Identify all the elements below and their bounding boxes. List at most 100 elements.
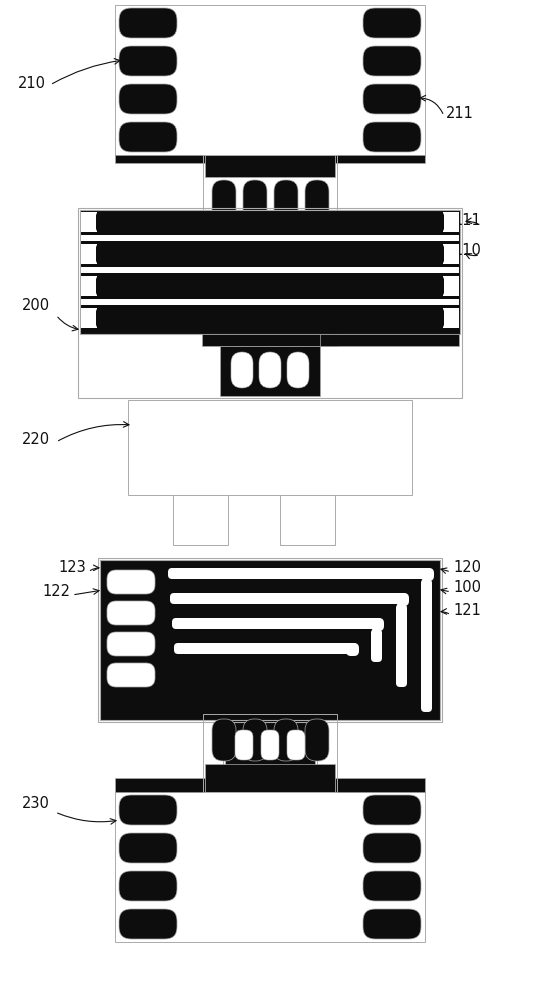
FancyBboxPatch shape bbox=[396, 593, 409, 606]
Text: 121: 121 bbox=[453, 603, 481, 618]
FancyBboxPatch shape bbox=[119, 84, 177, 114]
Bar bbox=[81, 308, 97, 328]
FancyBboxPatch shape bbox=[107, 632, 155, 656]
Bar bbox=[173, 495, 228, 545]
Bar bbox=[443, 276, 459, 296]
FancyBboxPatch shape bbox=[363, 46, 421, 76]
FancyBboxPatch shape bbox=[287, 730, 305, 760]
Bar bbox=[128, 400, 412, 495]
FancyBboxPatch shape bbox=[371, 618, 384, 631]
FancyBboxPatch shape bbox=[261, 730, 279, 760]
FancyBboxPatch shape bbox=[119, 909, 177, 939]
Bar bbox=[78, 208, 462, 398]
Bar bbox=[335, 155, 425, 163]
FancyBboxPatch shape bbox=[259, 352, 281, 388]
FancyBboxPatch shape bbox=[96, 212, 444, 232]
Bar bbox=[81, 276, 97, 296]
FancyBboxPatch shape bbox=[96, 308, 444, 328]
FancyBboxPatch shape bbox=[363, 871, 421, 901]
Bar bbox=[81, 267, 459, 273]
FancyBboxPatch shape bbox=[212, 719, 236, 761]
Bar bbox=[115, 792, 425, 942]
FancyBboxPatch shape bbox=[363, 909, 421, 939]
Bar bbox=[441, 267, 459, 273]
FancyBboxPatch shape bbox=[287, 352, 309, 388]
Bar bbox=[443, 244, 459, 264]
FancyBboxPatch shape bbox=[363, 84, 421, 114]
FancyBboxPatch shape bbox=[119, 795, 177, 825]
Text: 120: 120 bbox=[453, 560, 481, 575]
Text: 210: 210 bbox=[18, 76, 46, 91]
FancyBboxPatch shape bbox=[168, 568, 432, 579]
FancyBboxPatch shape bbox=[235, 730, 253, 760]
Bar bbox=[205, 764, 335, 792]
Text: 110: 110 bbox=[453, 243, 481, 258]
Bar bbox=[220, 346, 320, 396]
FancyBboxPatch shape bbox=[174, 643, 357, 654]
Bar bbox=[203, 155, 337, 227]
FancyBboxPatch shape bbox=[96, 276, 444, 296]
FancyBboxPatch shape bbox=[243, 719, 267, 761]
FancyBboxPatch shape bbox=[107, 601, 155, 625]
FancyBboxPatch shape bbox=[119, 46, 177, 76]
FancyBboxPatch shape bbox=[371, 629, 382, 662]
Bar bbox=[100, 560, 440, 720]
Bar bbox=[320, 334, 459, 346]
Bar bbox=[81, 235, 99, 241]
FancyBboxPatch shape bbox=[363, 795, 421, 825]
Bar bbox=[115, 778, 205, 792]
Bar bbox=[81, 299, 459, 305]
FancyBboxPatch shape bbox=[363, 833, 421, 863]
FancyBboxPatch shape bbox=[107, 570, 155, 594]
FancyBboxPatch shape bbox=[172, 618, 382, 629]
Bar bbox=[81, 267, 99, 273]
FancyBboxPatch shape bbox=[119, 8, 177, 38]
FancyBboxPatch shape bbox=[231, 352, 253, 388]
Bar bbox=[223, 720, 317, 776]
Text: 123: 123 bbox=[58, 560, 86, 575]
Bar bbox=[98, 558, 442, 722]
FancyBboxPatch shape bbox=[170, 593, 407, 604]
Text: 230: 230 bbox=[22, 796, 50, 811]
FancyBboxPatch shape bbox=[96, 244, 444, 264]
Bar bbox=[115, 5, 425, 155]
FancyBboxPatch shape bbox=[274, 180, 298, 222]
Text: 100: 100 bbox=[453, 580, 481, 595]
FancyBboxPatch shape bbox=[346, 643, 359, 656]
FancyBboxPatch shape bbox=[305, 180, 329, 222]
Text: 111: 111 bbox=[453, 213, 481, 228]
Bar bbox=[441, 235, 459, 241]
Bar bbox=[81, 235, 459, 241]
FancyBboxPatch shape bbox=[243, 180, 267, 222]
Text: 220: 220 bbox=[22, 432, 50, 447]
FancyBboxPatch shape bbox=[363, 122, 421, 152]
Bar bbox=[203, 714, 337, 792]
Bar bbox=[225, 720, 315, 772]
Bar bbox=[115, 155, 205, 163]
FancyBboxPatch shape bbox=[119, 833, 177, 863]
FancyBboxPatch shape bbox=[363, 8, 421, 38]
FancyBboxPatch shape bbox=[212, 180, 236, 222]
Bar bbox=[80, 210, 460, 334]
Bar bbox=[81, 244, 97, 264]
Bar bbox=[335, 778, 425, 792]
Bar bbox=[81, 299, 99, 305]
Text: 122: 122 bbox=[42, 584, 70, 599]
FancyBboxPatch shape bbox=[119, 122, 177, 152]
Bar bbox=[441, 299, 459, 305]
FancyBboxPatch shape bbox=[421, 579, 432, 712]
FancyBboxPatch shape bbox=[274, 719, 298, 761]
Bar bbox=[81, 212, 97, 232]
FancyBboxPatch shape bbox=[107, 663, 155, 687]
FancyBboxPatch shape bbox=[119, 871, 177, 901]
Text: 211: 211 bbox=[446, 106, 474, 121]
Text: 200: 200 bbox=[22, 298, 50, 313]
FancyBboxPatch shape bbox=[396, 604, 407, 687]
Bar bbox=[443, 308, 459, 328]
FancyBboxPatch shape bbox=[421, 568, 434, 581]
Bar bbox=[280, 495, 335, 545]
Bar bbox=[202, 334, 338, 346]
Bar bbox=[205, 155, 335, 177]
FancyBboxPatch shape bbox=[305, 719, 329, 761]
Bar bbox=[443, 212, 459, 232]
